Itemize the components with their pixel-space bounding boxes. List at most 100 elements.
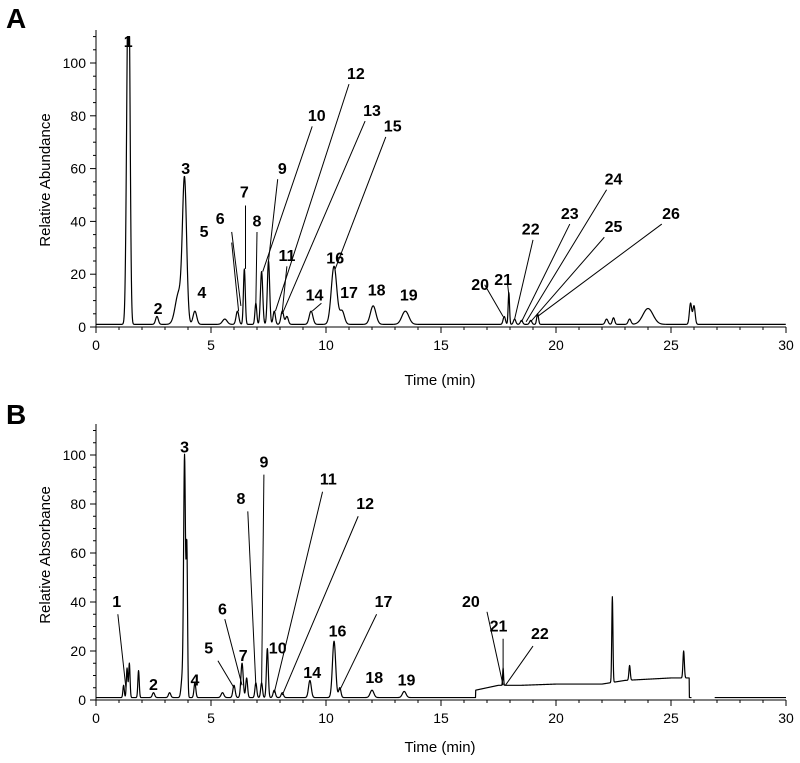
pb-peak-label: 1 <box>112 594 121 611</box>
pa-y-tick-label: 60 <box>70 161 86 177</box>
pb-x-tick-label: 20 <box>548 710 564 726</box>
pa-x-tick-label: 5 <box>207 337 215 353</box>
pb-peak-label: 8 <box>236 491 245 508</box>
pa-leader-line <box>262 126 313 272</box>
pa-leader-line <box>525 189 608 322</box>
pa-peak-label: 3 <box>181 161 190 178</box>
pa-peak-label: 8 <box>253 214 262 231</box>
pa-leader-line <box>274 83 350 312</box>
pa-leader-line <box>537 223 663 317</box>
pa-leader-line <box>530 236 605 323</box>
pa-peak-label: 18 <box>368 282 386 299</box>
pb-leader-line <box>261 474 265 686</box>
pb-y-tick-label: 20 <box>70 643 86 659</box>
pa-leader-line <box>311 302 322 312</box>
pb-leader-line <box>247 511 257 686</box>
pa-peak-label: 25 <box>605 219 623 236</box>
pa-leader-line <box>281 120 366 314</box>
pb-y-tick-label: 0 <box>78 692 86 708</box>
pb-x-tick-label: 5 <box>207 710 215 726</box>
pb-peak-label: 7 <box>239 648 248 665</box>
pa-x-tick-label: 30 <box>778 337 794 353</box>
pb-peak-label: 5 <box>204 640 213 657</box>
pa-peak-label: 7 <box>240 185 249 202</box>
pa-peak-label: 16 <box>326 251 344 268</box>
pb-peak-label: 18 <box>365 670 383 687</box>
pa-peak-label: 21 <box>494 272 512 289</box>
pb-leader-line <box>117 614 127 688</box>
panel-a-y-axis-title: Relative Abundance <box>37 113 54 246</box>
pb-chromatogram-trace <box>95 453 692 699</box>
pb-leader-line <box>281 516 359 696</box>
pb-x-tick-label: 10 <box>318 710 334 726</box>
pa-peak-label: 1 <box>124 34 133 51</box>
pb-peak-label: 14 <box>303 665 321 682</box>
pb-y-tick-label: 40 <box>70 594 86 610</box>
pa-peak-label: 2 <box>154 301 163 318</box>
pb-y-tick-label: 100 <box>63 447 87 463</box>
pa-leader-line <box>334 136 387 270</box>
pb-peak-label: 21 <box>490 618 508 635</box>
pa-peak-label: 10 <box>308 108 326 125</box>
pb-peak-label: 9 <box>259 454 268 471</box>
pb-peak-label: 16 <box>329 623 347 640</box>
pb-y-tick-label: 60 <box>70 545 86 561</box>
pb-leader-line <box>273 491 324 693</box>
pa-y-tick-label: 100 <box>63 55 87 71</box>
pb-x-tick-label: 15 <box>433 710 449 726</box>
pa-peak-label: 20 <box>471 277 489 294</box>
pa-x-tick-label: 0 <box>92 337 100 353</box>
pb-peak-label: 4 <box>190 672 199 689</box>
panel-a-x-axis-title: Time (min) <box>404 372 475 389</box>
pa-peak-label: 11 <box>278 248 295 265</box>
pb-leader-line <box>217 660 235 689</box>
pb-peak-label: 10 <box>269 640 287 657</box>
pa-y-tick-label: 0 <box>78 319 86 335</box>
pb-x-tick-label: 30 <box>778 710 794 726</box>
pa-peak-label: 12 <box>347 66 365 83</box>
pa-peak-label: 13 <box>363 103 381 120</box>
panel-b-chromatogram: 0 5 10 15 20 25 300204060801001234567891011121… <box>63 424 794 726</box>
pb-x-tick-label: 0 <box>92 710 100 726</box>
pa-peak-label: 4 <box>197 285 206 302</box>
pb-peak-label: 17 <box>375 594 393 611</box>
pa-leader-line <box>521 223 571 322</box>
pa-peak-label: 6 <box>216 211 225 228</box>
pa-x-tick-label: 15 <box>433 337 449 353</box>
panel-b-y-axis-title: Relative Absorbance <box>37 486 54 624</box>
pa-peak-label: 24 <box>605 171 623 188</box>
panel-letter-a: A <box>6 3 26 34</box>
pb-y-tick-label: 80 <box>70 496 86 512</box>
pa-peak-label: 19 <box>400 288 418 305</box>
pa-chromatogram-trace <box>95 36 787 325</box>
pa-peak-label: 17 <box>340 285 358 302</box>
pa-leader-line <box>231 231 242 306</box>
pa-x-tick-label: 25 <box>663 337 679 353</box>
panel-letter-b: B <box>6 399 26 430</box>
pa-peak-label: 23 <box>561 206 579 223</box>
pb-peak-label: 19 <box>398 672 416 689</box>
pb-peak-label: 2 <box>149 677 158 694</box>
pa-leader-line <box>281 266 288 312</box>
pb-leader-line <box>504 645 534 686</box>
pb-leader-line <box>339 614 378 691</box>
pa-x-tick-label: 10 <box>318 337 334 353</box>
pb-leader-line <box>486 611 504 686</box>
pb-peak-label: 22 <box>531 626 549 643</box>
pa-leader-line <box>231 242 240 312</box>
pb-leader-line <box>224 619 243 686</box>
pa-peak-label: 22 <box>522 222 540 239</box>
pa-leader-line <box>268 179 279 262</box>
pb-peak-label: 20 <box>462 594 480 611</box>
pa-y-tick-label: 40 <box>70 213 86 229</box>
pa-peak-label: 9 <box>278 161 287 178</box>
pa-peak-label: 5 <box>200 224 209 241</box>
pb-peak-label: 11 <box>320 471 337 488</box>
pb-peak-label: 3 <box>180 440 189 457</box>
pa-peak-label: 14 <box>306 288 324 305</box>
pa-leader-line <box>255 231 258 304</box>
pb-x-tick-label: 25 <box>663 710 679 726</box>
pa-leader-line <box>507 284 510 296</box>
pa-leader-line <box>514 239 534 320</box>
